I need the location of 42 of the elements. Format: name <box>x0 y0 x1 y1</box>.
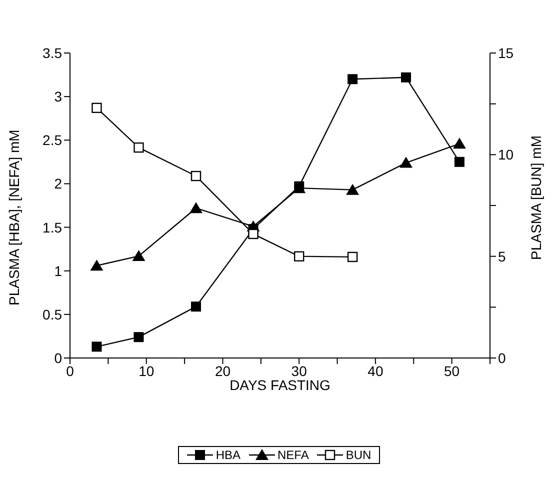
point <box>400 156 412 168</box>
y-tick-label: 3 <box>54 88 62 105</box>
y2-tick-label: 10 <box>498 146 514 163</box>
point <box>401 72 411 82</box>
x-tick-label: 40 <box>368 362 384 379</box>
point <box>190 202 202 214</box>
x-axis-title: DAYS FASTING <box>230 377 330 393</box>
point <box>92 342 102 352</box>
point <box>248 228 258 240</box>
point <box>347 252 358 262</box>
y-axis-title: PLASMA [HBA], [NEFA] mM <box>6 130 22 306</box>
point <box>190 170 202 182</box>
y-tick-label: 1 <box>54 262 62 279</box>
x-tick-label: 30 <box>291 362 308 379</box>
point <box>134 142 144 153</box>
point <box>134 332 144 342</box>
y-tick-label: 0 <box>54 350 62 366</box>
legend-label: NEFA <box>278 448 309 462</box>
point <box>454 156 464 167</box>
legend-label: HBA <box>216 448 240 462</box>
y2-tick-label: 15 <box>498 44 514 61</box>
x-tick-label: 20 <box>214 362 231 379</box>
x-tick-label: 0 <box>66 362 74 379</box>
point <box>132 250 146 262</box>
point <box>294 251 304 262</box>
x-tick-label: 50 <box>444 362 460 379</box>
point <box>92 102 102 113</box>
point <box>346 184 360 195</box>
point <box>90 260 104 271</box>
x-tick-label: 10 <box>138 362 154 379</box>
y-tick-label: 2.5 <box>42 132 62 148</box>
y2-tick-label: 0 <box>498 350 506 366</box>
point <box>452 138 466 149</box>
y2-axis-title: PLASMA [BUN] mM <box>528 136 544 260</box>
y-tick-label: 1.5 <box>42 219 62 236</box>
point <box>348 74 358 84</box>
y2-tick-label: 5 <box>498 248 506 264</box>
y-tick-label: 0.5 <box>42 306 62 322</box>
point <box>191 302 201 312</box>
legend-label: BUN <box>346 448 372 462</box>
y-tick-label: 2 <box>54 176 62 192</box>
y-tick-label: 3.5 <box>42 44 62 61</box>
